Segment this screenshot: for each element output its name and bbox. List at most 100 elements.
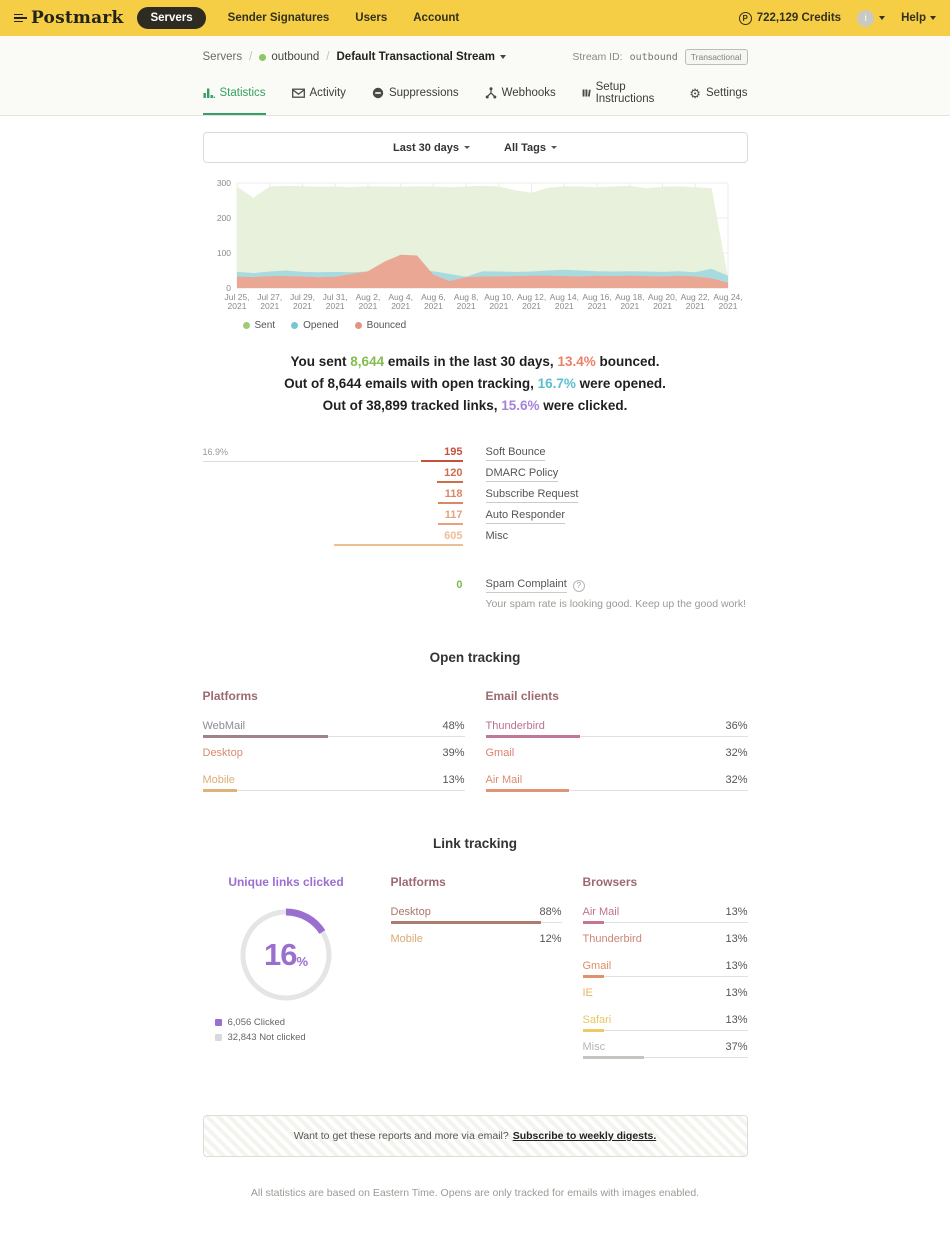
stat-bar xyxy=(202,735,329,738)
svg-text:200: 200 xyxy=(216,213,230,223)
nav-users[interactable]: Users xyxy=(355,12,388,24)
bounce-bar xyxy=(333,544,463,546)
stats-summary: You sent 8,644 emails in the last 30 day… xyxy=(203,351,748,417)
summary-line-clicked: Out of 38,899 tracked links, 15.6% were … xyxy=(322,398,628,413)
bounce-breakdown: 16.9% 195 Soft Bounce 120 DMARC Policy 118 Sub… xyxy=(202,445,748,550)
svg-text:Aug 4,2021: Aug 4, 2021 xyxy=(388,292,413,311)
legend-dot xyxy=(291,322,299,329)
footer-note: All statistics are based on Eastern Time… xyxy=(250,1187,700,1199)
credits-label: 722,129 Credits xyxy=(756,12,842,24)
bounce-rate: 13.4% xyxy=(557,354,596,369)
server-status-dot xyxy=(259,53,267,61)
stat-row: Thunderbird 36% xyxy=(485,719,748,738)
subscribe-link[interactable]: Subscribe to weekly digests. xyxy=(512,1130,657,1142)
logo-text: Postmark xyxy=(31,8,124,28)
area-chart-svg: Jul 25, 2021 Jul 27, 2021 Jul 29, 2021 Jul 31,… xyxy=(216,178,742,311)
stat-label: Air Mail xyxy=(582,906,620,918)
svg-text:300: 300 xyxy=(216,178,230,188)
filter-bar: Last 30 days All Tags xyxy=(202,132,748,163)
help-menu[interactable]: Help xyxy=(901,12,936,24)
tab-label: Suppressions xyxy=(388,87,459,99)
stream-id-label: Stream ID: xyxy=(572,51,623,63)
tags-dropdown[interactable]: All Tags xyxy=(504,142,558,154)
stat-percent: 13% xyxy=(725,1014,748,1026)
breadcrumb-servers[interactable]: Servers xyxy=(202,51,243,63)
branch-icon xyxy=(485,87,496,99)
tab-setup-instructions[interactable]: Setup Instructions xyxy=(582,81,664,115)
date-range-value: Last 30 days xyxy=(392,141,460,154)
chevron-down-icon xyxy=(551,146,558,149)
subheader: Servers / outbound / Default Transaction… xyxy=(0,36,950,116)
nav-servers-pill[interactable]: Servers xyxy=(137,7,206,29)
bar-track xyxy=(582,922,748,923)
bounce-count: 117 xyxy=(444,509,463,521)
nav-account[interactable]: Account xyxy=(413,12,460,24)
tab-activity[interactable]: Activity xyxy=(291,81,346,115)
stream-selector[interactable]: Default Transactional Stream xyxy=(336,51,506,63)
bounce-type-link[interactable]: Subscribe Request xyxy=(485,488,579,503)
stat-label: WebMail xyxy=(202,720,246,732)
spam-complaint-link[interactable]: Spam Complaint xyxy=(485,578,567,593)
date-range-dropdown[interactable]: Last 30 days xyxy=(392,141,471,154)
credits-button[interactable]: P 722,129 Credits xyxy=(738,11,842,25)
sent-count: 8,644 xyxy=(350,354,385,369)
stat-label: Gmail xyxy=(582,960,612,972)
book-icon xyxy=(582,89,591,97)
stat-percent: 13% xyxy=(725,960,748,972)
bar-track xyxy=(202,790,465,791)
stat-percent: 88% xyxy=(539,906,562,918)
svg-text:Aug 10,2021: Aug 10, 2021 xyxy=(484,292,513,311)
stat-percent: 13% xyxy=(442,774,465,786)
bounce-bar xyxy=(437,502,463,504)
stat-bar xyxy=(582,1056,644,1059)
bar-track xyxy=(582,1030,748,1031)
postmark-logo[interactable]: Postmark xyxy=(14,8,123,28)
bounce-type-link[interactable]: Soft Bounce xyxy=(485,446,546,461)
avatar: i xyxy=(857,9,875,27)
svg-text:Aug 24,2021: Aug 24, 2021 xyxy=(713,292,742,311)
stat-label: Gmail xyxy=(485,747,515,759)
clicked-swatch xyxy=(214,1019,222,1026)
unique-links-header: Unique links clicked xyxy=(228,875,344,889)
stat-percent: 12% xyxy=(539,933,562,945)
stat-row: Desktop 39% xyxy=(203,746,465,765)
spam-complaint-block: 0 Spam Complaint ? Your spam rate is loo… xyxy=(203,578,748,614)
breadcrumb-separator: / xyxy=(249,51,253,63)
unique-links-donut: 16% xyxy=(238,907,334,1003)
svg-text:Aug 20,2021: Aug 20, 2021 xyxy=(647,292,676,311)
link-platforms-list: Desktop 88% Mobile 12% xyxy=(390,905,562,951)
stat-bar xyxy=(582,921,604,924)
svg-text:Aug 2,2021: Aug 2, 2021 xyxy=(355,292,380,311)
bounce-type-link[interactable]: Auto Responder xyxy=(485,509,565,524)
click-rate: 15.6% xyxy=(501,398,540,413)
legend-dot xyxy=(354,322,362,329)
stat-bar xyxy=(485,789,570,792)
tab-settings[interactable]: ⚙ Settings xyxy=(689,81,747,115)
help-circle-icon[interactable]: ? xyxy=(572,579,585,592)
legend-not-clicked: 32,843 Not clicked xyxy=(214,1032,370,1043)
stat-bar xyxy=(485,735,580,738)
nav-sender-signatures[interactable]: Sender Signatures xyxy=(227,12,330,24)
bounce-type-link[interactable]: DMARC Policy xyxy=(485,467,559,482)
stat-row: Misc 37% xyxy=(582,1040,748,1059)
link-tracking-section: Unique links clicked 16% 6,056 Clicked 3… xyxy=(203,875,748,1067)
credits-coin-icon: P xyxy=(738,11,752,25)
bounce-percent-label: 16.9% xyxy=(202,447,229,457)
tab-statistics[interactable]: Statistics xyxy=(202,81,266,115)
breadcrumb-server[interactable]: outbound xyxy=(259,51,319,63)
breadcrumb-separator: / xyxy=(326,51,330,63)
bar-track xyxy=(485,790,748,791)
tab-suppressions[interactable]: Suppressions xyxy=(372,81,459,115)
stat-label: IE xyxy=(582,987,593,999)
stat-percent: 48% xyxy=(442,720,465,732)
stream-name: Default Transactional Stream xyxy=(336,51,496,63)
browsers-header: Browsers xyxy=(582,875,638,889)
account-menu[interactable]: i xyxy=(857,9,886,27)
stream-id: Stream ID: outbound Transactional xyxy=(572,49,748,65)
tab-webhooks[interactable]: Webhooks xyxy=(485,81,556,115)
svg-text:Aug 12,2021: Aug 12, 2021 xyxy=(516,292,545,311)
bar-track xyxy=(485,736,748,737)
stat-row: WebMail 48% xyxy=(202,719,465,738)
bar-track xyxy=(582,1057,748,1058)
open-rate: 16.7% xyxy=(537,376,576,391)
